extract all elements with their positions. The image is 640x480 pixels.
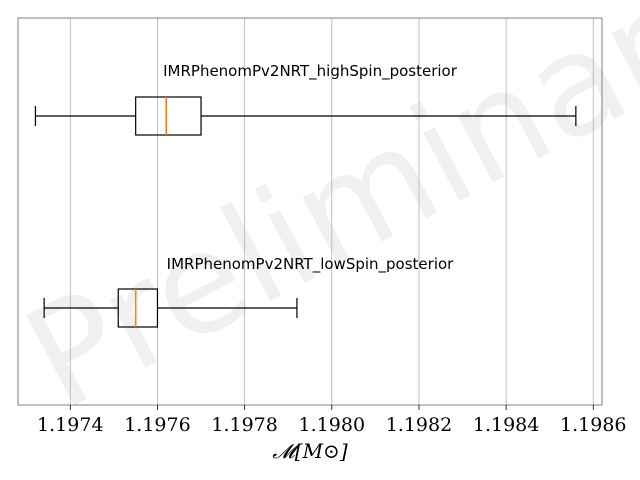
- x-tick-label: 1.1976: [124, 414, 190, 436]
- series-labels: IMRPhenomPv2NRT_highSpin_posterior IMRPhe…: [163, 62, 458, 274]
- x-axis-ticks: 1.1974 1.1976 1.1978 1.1980 1.1982 1.1984 1.19…: [37, 405, 627, 436]
- grid: [69, 18, 594, 405]
- x-tick-label: 1.1986: [560, 414, 626, 436]
- x-tick-label: 1.1974: [37, 414, 103, 436]
- x-tick-label: 1.1984: [473, 414, 539, 436]
- plot-frame: [17, 17, 603, 406]
- box-plot: [34, 96, 577, 136]
- x-tick-label: 1.1982: [386, 414, 452, 436]
- series-label: IMRPhenomPv2NRT_highSpin_posterior: [163, 62, 458, 81]
- box-plot: [43, 288, 298, 328]
- box-plots: [34, 96, 577, 328]
- x-tick-label: 1.1978: [211, 414, 277, 436]
- x-tick-label: 1.1980: [299, 414, 365, 436]
- series-label: IMRPhenomPv2NRT_lowSpin_posterior: [167, 255, 455, 274]
- box-iqr: [135, 96, 202, 136]
- box-iqr: [117, 288, 159, 328]
- x-axis-label: 𝓜[M⊙]: [272, 439, 347, 463]
